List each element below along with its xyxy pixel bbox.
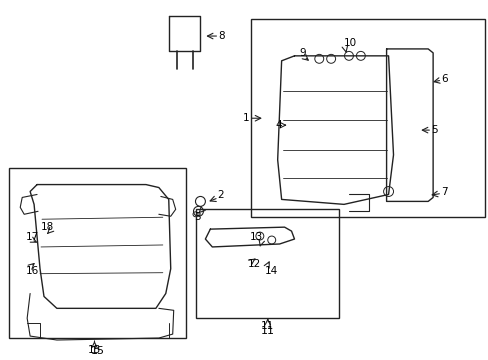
Text: 5: 5 <box>430 125 437 135</box>
Text: 8: 8 <box>218 31 225 41</box>
Text: 1: 1 <box>243 113 249 123</box>
Text: 7: 7 <box>441 188 447 198</box>
Text: 14: 14 <box>264 266 278 276</box>
Text: 15: 15 <box>88 345 101 355</box>
Bar <box>196 209 338 318</box>
Text: 18: 18 <box>41 222 54 232</box>
Text: 3: 3 <box>194 212 201 222</box>
Text: 10: 10 <box>344 38 356 48</box>
Text: 2: 2 <box>217 190 224 201</box>
Bar <box>250 19 484 217</box>
Text: 4: 4 <box>275 120 282 130</box>
Text: 11: 11 <box>261 321 274 331</box>
Text: 12: 12 <box>247 259 261 269</box>
Bar <box>9 168 185 338</box>
Text: 6: 6 <box>441 74 447 84</box>
Text: 15: 15 <box>90 346 104 356</box>
Text: 13: 13 <box>249 232 262 242</box>
Text: 11: 11 <box>260 326 274 336</box>
Text: 9: 9 <box>299 48 305 58</box>
Text: 17: 17 <box>26 232 40 242</box>
Text: 16: 16 <box>26 266 40 276</box>
